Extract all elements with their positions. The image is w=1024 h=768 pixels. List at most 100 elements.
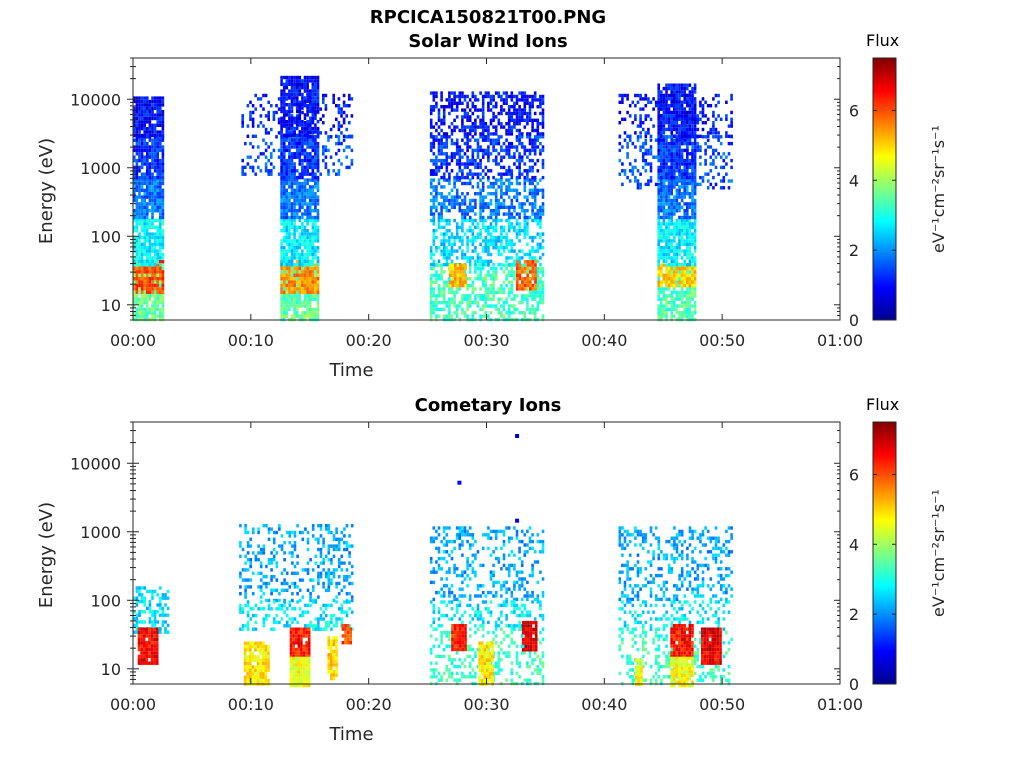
heatmap-cell [290,256,294,260]
heatmap-cell [536,132,540,136]
heatmap-cell [437,118,441,122]
heatmap-cell [314,86,317,90]
heatmap-cell [314,99,317,103]
heatmap-cell [505,172,508,176]
heatmap-cell [536,188,540,192]
heatmap-cell [518,172,521,176]
heatmap-cell [680,239,684,243]
heatmap-cell [285,178,289,182]
heatmap-cell [481,101,485,105]
heatmap-cell [288,239,291,243]
heatmap-cell [523,105,527,109]
heatmap-cell [448,98,451,102]
heatmap-cell [730,165,733,170]
heatmap-cell [151,162,154,166]
heatmap-cell [151,215,154,220]
heatmap-cell [280,162,283,166]
heatmap-cell [662,155,666,159]
heatmap-cell [448,297,451,301]
heatmap-cell [660,283,663,288]
heatmap-cell [459,273,462,278]
heatmap-cell [432,280,436,284]
heatmap-cell [143,195,146,199]
heatmap-cell [138,202,141,206]
heatmap-cell [316,307,320,312]
heatmap-cell [308,232,312,236]
heatmap-cell [280,212,283,216]
heatmap-cell [492,118,495,122]
heatmap-cell [521,283,524,288]
heatmap-cell [507,125,511,129]
heatmap-cell [161,123,165,127]
heatmap-cell [254,107,257,111]
heatmap-cell [316,263,320,267]
heatmap-cell [303,229,307,233]
heatmap-cell [290,280,294,284]
heatmap-cell [311,280,315,284]
heatmap-cell [678,263,681,267]
heatmap-cell [528,108,532,112]
heatmap-cell [492,277,495,281]
heatmap-cell [348,93,351,98]
heatmap-cell [510,198,514,203]
heatmap-cell [442,225,446,229]
heatmap-cell [429,158,433,163]
heatmap-cell [528,158,532,163]
heatmap-cell [156,229,159,233]
heatmap-cell [146,106,149,110]
heatmap-cell [440,205,443,209]
heatmap-cell [675,270,679,274]
heatmap-cell [448,314,451,318]
heatmap-cell [686,263,689,267]
heatmap-cell [670,314,673,318]
heatmap-cell [295,277,299,281]
heatmap-cell [513,311,516,315]
heatmap-cell [146,99,149,104]
heatmap-cell [507,304,511,308]
heatmap-cell [730,110,733,115]
heatmap-cell [311,277,315,281]
heatmap-cell [445,314,449,318]
heatmap-cell [539,105,542,109]
heatmap-cell [455,307,459,312]
heatmap-cell [675,222,679,226]
heatmap-cell [301,252,304,257]
heatmap-cell [435,209,438,213]
heatmap-cell [282,75,286,80]
heatmap-cell [533,294,537,298]
heatmap-cell [337,158,341,163]
heatmap-cell [468,294,472,298]
heatmap-cell [146,120,149,124]
heatmap-cell [528,152,532,156]
heatmap-cell [631,172,635,176]
heatmap-cell [670,185,673,189]
heatmap-cell [479,125,482,129]
heatmap-cell [146,175,149,180]
heatmap-cell [450,246,454,250]
heatmap-cell [159,232,162,236]
heatmap-cell [159,229,162,233]
heatmap-cell [138,96,141,100]
heatmap-cell [450,287,454,291]
heatmap-cell [153,232,157,236]
heatmap-cell [454,266,457,271]
heatmap-cell [539,246,542,250]
heatmap-cell [673,148,676,153]
heatmap-cell [484,218,488,223]
heatmap-cell [497,212,501,216]
heatmap-cell [306,252,309,257]
heatmap-cell [533,145,537,149]
heatmap-cell [453,152,456,156]
heatmap-cell [280,158,283,163]
heatmap-cell [468,218,472,223]
heatmap-cell [455,202,459,206]
heatmap-cell [143,259,146,263]
heatmap-cell [686,202,689,206]
heatmap-cell [143,198,146,203]
heatmap-cell [652,155,655,159]
heatmap-cell [539,111,542,116]
heatmap-cell [133,155,136,159]
heatmap-cell [618,158,622,163]
heatmap-cell [140,175,144,180]
heatmap-cell [159,242,162,246]
